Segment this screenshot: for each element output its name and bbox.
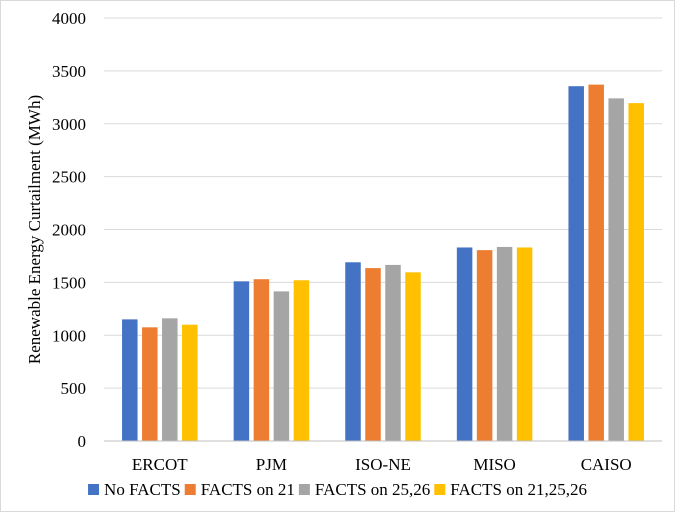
bar [608, 98, 624, 442]
legend-label: No FACTS [104, 480, 181, 499]
y-tick-label: 3500 [52, 62, 86, 81]
legend-item: FACTS on 25,26 [298, 480, 430, 499]
bar [476, 250, 493, 441]
bar [628, 103, 644, 441]
y-tick-label: 500 [61, 379, 87, 398]
bar [162, 318, 178, 441]
legend-swatch [434, 484, 446, 495]
legend-item: No FACTS [88, 480, 181, 499]
bar [253, 279, 270, 441]
x-tick-label: PJM [256, 455, 287, 474]
bar [273, 291, 290, 441]
axes: 0 500 1000 1500 2000 2500 3000 3500 4000 ERCOT PJM… [52, 9, 662, 474]
legend-item: FACTS on 21,25,26 [434, 480, 587, 499]
bar [456, 247, 473, 441]
x-tick-label: CAISO [581, 455, 632, 474]
bar [182, 324, 198, 441]
y-tick-label: 4000 [52, 9, 86, 28]
bar [293, 280, 310, 441]
bar [568, 86, 584, 442]
y-tick-label: 2500 [52, 168, 86, 187]
x-tick-label: ISO-NE [355, 455, 411, 474]
bar [345, 262, 361, 441]
bar [142, 327, 158, 441]
legend-label: FACTS on 25,26 [315, 480, 430, 499]
y-tick-label: 3000 [52, 115, 86, 134]
bar [122, 319, 138, 441]
legend-item: FACTS on 21 [184, 480, 295, 499]
legend: No FACTS FACTS on 21 FACTS on 25,26 FACTS o… [88, 480, 587, 499]
bar [385, 264, 401, 441]
bar [365, 268, 381, 441]
y-tick-label: 1500 [52, 273, 86, 292]
legend-swatch [88, 484, 100, 495]
bar [496, 246, 513, 441]
legend-label: FACTS on 21,25,26 [450, 480, 587, 499]
bar [405, 272, 421, 441]
y-tick-label: 0 [78, 432, 87, 451]
legend-swatch [184, 484, 196, 495]
bar [588, 84, 604, 441]
bar [516, 247, 533, 441]
x-tick-label: ERCOT [132, 455, 188, 474]
x-tick-label: MISO [473, 455, 516, 474]
legend-swatch [298, 484, 310, 495]
y-tick-label: 1000 [52, 326, 86, 345]
legend-label: FACTS on 21 [201, 480, 295, 499]
bars [122, 84, 644, 442]
y-tick-label: 2000 [52, 221, 86, 240]
bar [233, 281, 250, 441]
y-axis-title: Renewable Energy Curtailment (MWh) [25, 95, 44, 364]
